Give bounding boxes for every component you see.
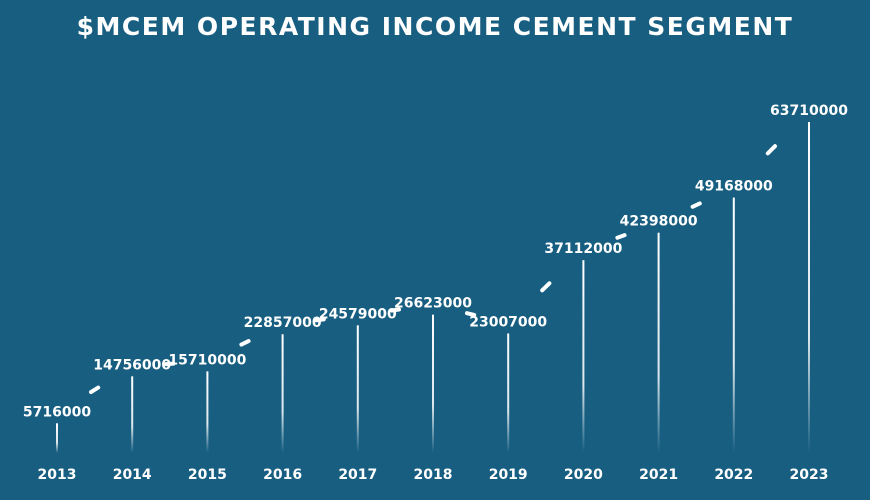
data-label-2017: 24579000 [319,306,397,322]
series-segment-2016-2017 [314,317,326,323]
data-label-2016: 22857000 [244,315,322,331]
series-segment-2019-2020 [540,281,552,293]
data-label-2018: 26623000 [394,296,472,312]
data-label-2023: 63710000 [770,103,848,119]
series-segment-2022-2023 [765,144,777,156]
drop-line-2014 [131,376,134,453]
x-tick-2016: 2016 [263,467,302,483]
data-label-2019: 23007000 [469,314,547,330]
drop-line-2023 [808,122,810,453]
x-tick-2019: 2019 [489,467,528,483]
x-tick-2020: 2020 [564,467,603,483]
x-tick-2013: 2013 [38,467,77,483]
x-tick-2018: 2018 [414,467,453,483]
drop-line-2022 [732,197,735,453]
drop-line-2016 [281,334,284,453]
drop-line-2018 [432,314,434,453]
series-segment-2013-2014 [89,385,101,395]
series-segment-2017-2018 [389,307,401,313]
data-label-2021: 42398000 [620,214,698,230]
x-tick-2021: 2021 [639,467,678,483]
drop-line-2019 [507,333,510,453]
drop-line-2020 [582,260,585,453]
series-segment-2020-2021 [615,233,627,240]
data-label-2020: 37112000 [544,241,622,257]
data-label-2022: 49168000 [695,179,773,195]
drop-line-2021 [657,232,660,453]
series-segment-2015-2016 [239,339,251,347]
series-segment-2018-2019 [465,311,477,317]
drop-line-2015 [206,371,209,453]
x-tick-2015: 2015 [188,467,227,483]
x-tick-2014: 2014 [113,467,152,483]
x-tick-2022: 2022 [714,467,753,483]
x-tick-2023: 2023 [790,467,829,483]
x-tick-2017: 2017 [338,467,377,483]
chart-title: $MCEM OPERATING INCOME CEMENT SEGMENT [76,12,794,41]
data-label-2015: 15710000 [168,352,246,368]
drop-line-2013 [56,423,58,453]
drop-line-2017 [356,325,359,453]
series-segment-2021-2022 [690,201,702,209]
data-label-2013: 5716000 [23,404,91,420]
data-label-2014: 14756000 [93,357,171,373]
